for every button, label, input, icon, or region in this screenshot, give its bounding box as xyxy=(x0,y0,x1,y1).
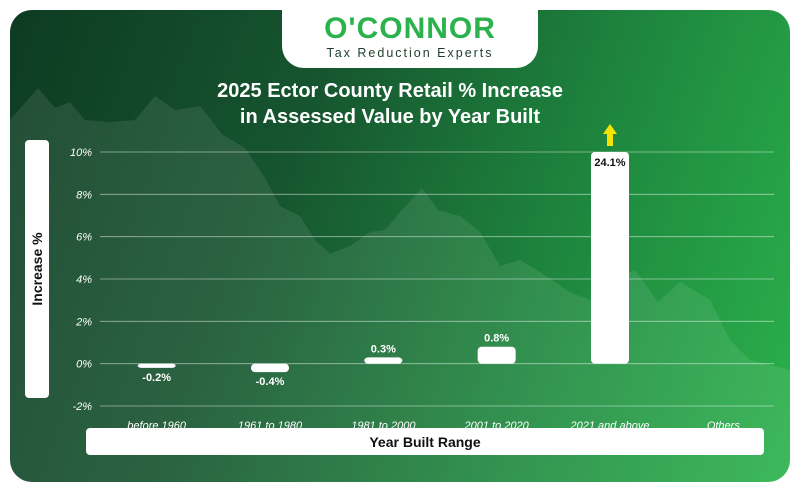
data-label: 24.1% xyxy=(594,157,625,169)
brand-tagline: Tax Reduction Experts xyxy=(326,46,494,60)
background-mountain-shape xyxy=(10,88,790,482)
chart-title-line-2: in Assessed Value by Year Built xyxy=(239,106,541,128)
data-label: -0.4% xyxy=(256,376,285,388)
data-label: -0.2% xyxy=(142,372,171,384)
chart-title-line-1: 2025 Ector County Retail % Increase xyxy=(217,80,563,102)
y-tick-label: -2% xyxy=(72,401,92,413)
bar xyxy=(137,363,176,368)
y-tick-label: 8% xyxy=(76,189,92,201)
x-axis-label: Year Built Range xyxy=(369,434,481,450)
y-axis-label-box xyxy=(25,140,49,398)
bar xyxy=(477,346,516,364)
bar xyxy=(591,152,629,364)
y-tick-label: 4% xyxy=(76,274,92,286)
data-label: 0.8% xyxy=(484,333,509,345)
y-tick-label: 0% xyxy=(76,359,92,371)
overflow-arrow-icon xyxy=(603,124,617,146)
brand-logo: O'CONNOR Tax Reduction Experts xyxy=(282,10,538,68)
y-tick-label: 2% xyxy=(75,316,92,328)
data-label: 0.3% xyxy=(371,343,396,355)
x-axis-label-box xyxy=(86,428,764,455)
y-tick-label: 10% xyxy=(70,147,92,159)
bar xyxy=(364,357,403,364)
chart-card: O'CONNOR Tax Reduction Experts xyxy=(10,10,790,482)
y-tick-label: 6% xyxy=(76,232,92,244)
brand-name: O'CONNOR xyxy=(324,12,496,45)
bar xyxy=(251,363,289,373)
